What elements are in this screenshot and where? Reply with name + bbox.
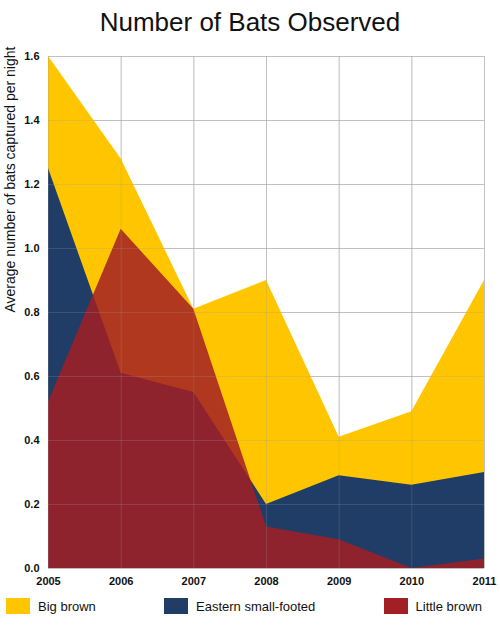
svg-text:0.2: 0.2	[24, 498, 39, 510]
svg-text:0.4: 0.4	[24, 434, 40, 446]
svg-text:0.8: 0.8	[24, 306, 39, 318]
html-text:Eastern small-footed: Eastern small-footed	[196, 598, 316, 614]
svg-text:2010: 2010	[400, 575, 424, 587]
svg-text:2008: 2008	[254, 575, 278, 587]
svg-text:1.2: 1.2	[24, 178, 39, 190]
svg-text:1.0: 1.0	[24, 242, 39, 254]
svg-text:0.0: 0.0	[24, 562, 39, 574]
svg-text:1.4: 1.4	[24, 114, 40, 126]
svg-text:2007: 2007	[182, 575, 206, 587]
html-text:Big brown: Big brown	[38, 598, 96, 614]
html-text:Number of Bats Observed: Number of Bats Observed	[99, 7, 401, 37]
svg-text:0.6: 0.6	[24, 370, 39, 382]
svg-text:2011: 2011	[473, 575, 497, 587]
svg-text:2006: 2006	[109, 575, 133, 587]
svg-text:2009: 2009	[327, 575, 351, 587]
html-text:Little brown: Little brown	[415, 598, 482, 614]
svg-text:Average number of bats capture: Average number of bats captured per nigh…	[2, 46, 18, 312]
svg-text:1.6: 1.6	[24, 50, 39, 62]
svg-text:2005: 2005	[36, 575, 60, 587]
